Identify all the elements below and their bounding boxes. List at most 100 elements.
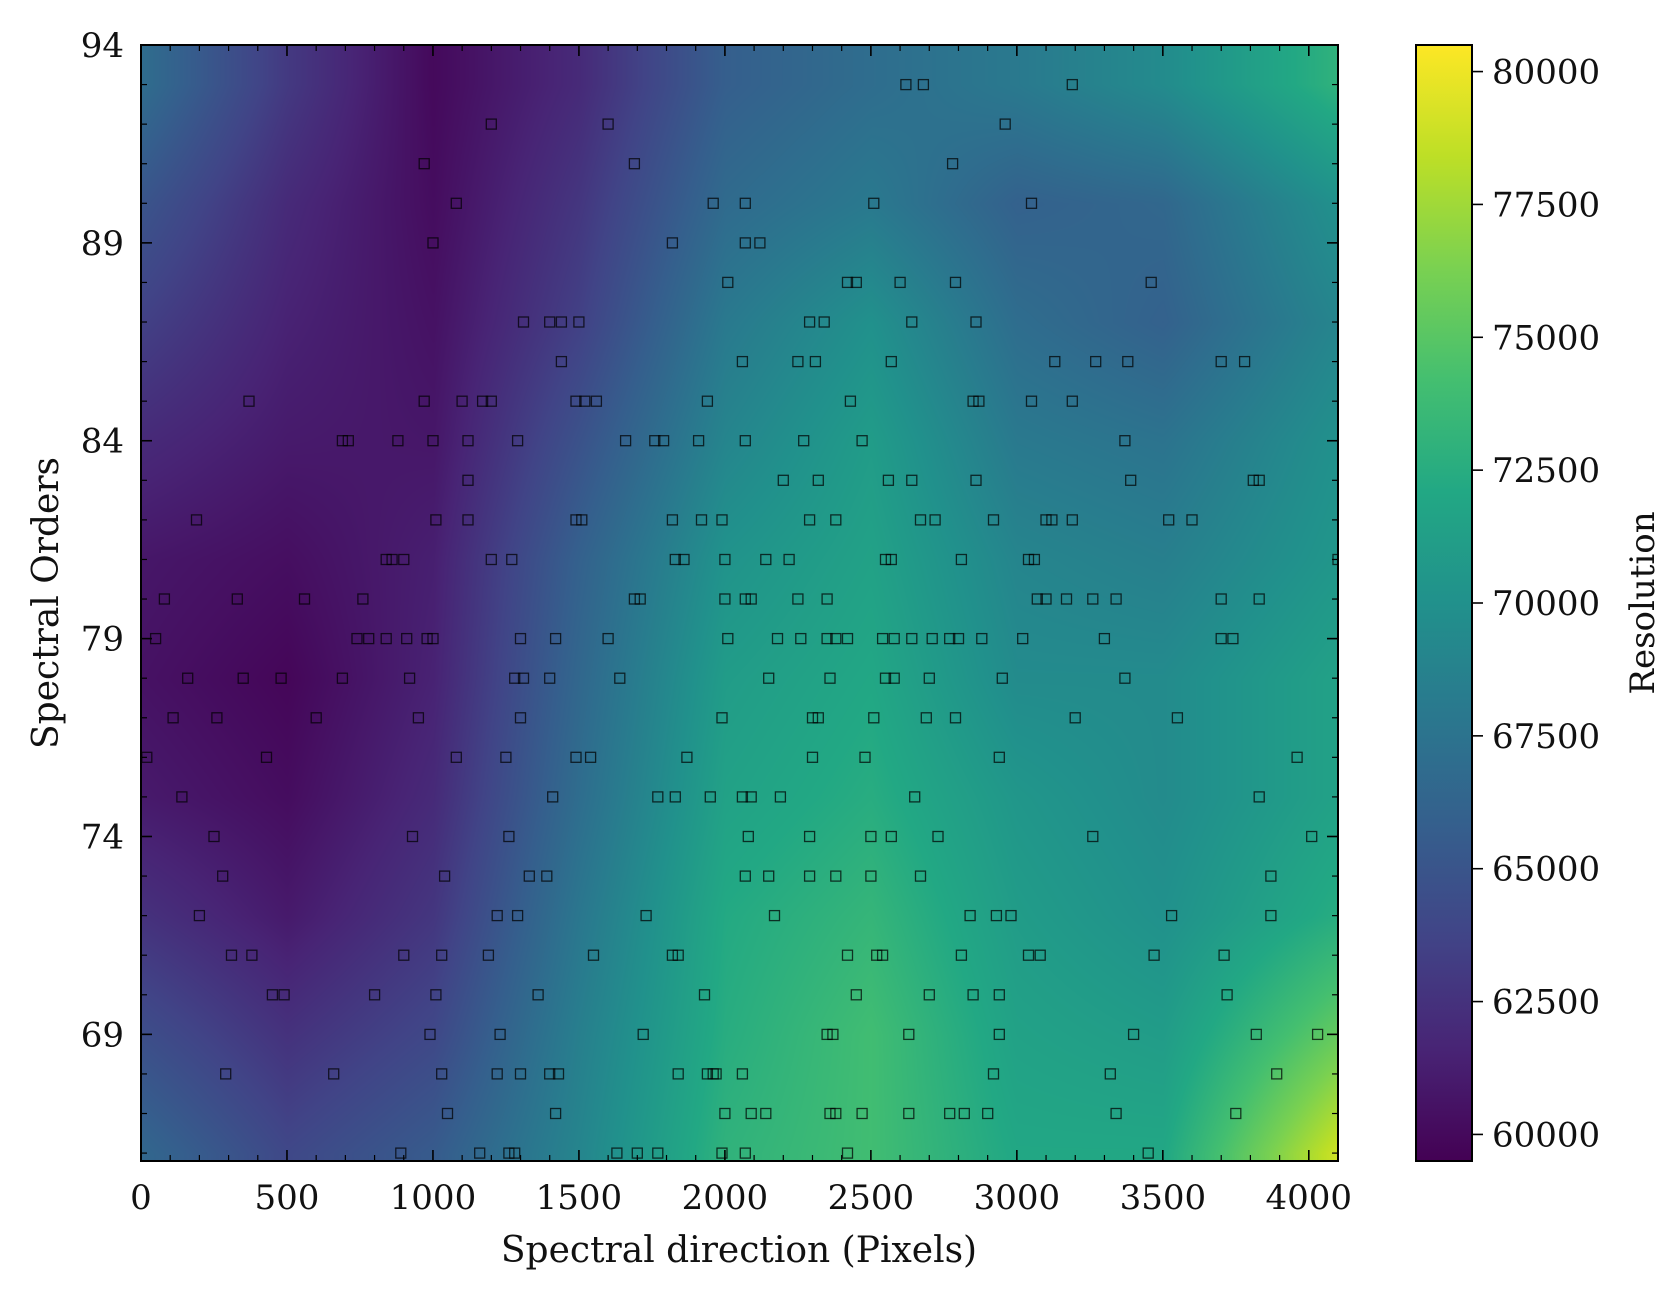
marker-square — [555, 316, 568, 328]
marker-square — [803, 316, 816, 328]
marker-square — [628, 593, 641, 605]
marker-square — [363, 632, 375, 645]
marker-square — [182, 672, 194, 684]
marker-square — [462, 514, 474, 526]
marker-square — [1025, 395, 1038, 407]
markers-layer — [141, 78, 1338, 1159]
marker-square — [742, 830, 754, 843]
marker-square — [611, 1147, 623, 1159]
marker-square — [576, 514, 588, 526]
marker-square — [494, 1028, 506, 1041]
marker-square — [231, 593, 243, 605]
marker-square — [1291, 751, 1303, 763]
marker-square — [952, 632, 965, 645]
marker-square — [827, 1028, 839, 1041]
marker-square — [722, 276, 734, 289]
colorbar-tick-label: 65000 — [1492, 850, 1600, 890]
marker-square — [491, 1068, 503, 1080]
marker-square — [436, 1068, 448, 1080]
marker-square — [803, 870, 816, 882]
marker-square — [1148, 949, 1160, 961]
marker-square — [476, 395, 489, 407]
marker-square — [993, 989, 1005, 1001]
marker-square — [649, 435, 661, 447]
x-tick-label: 1000 — [390, 1178, 477, 1218]
marker-square — [672, 949, 684, 961]
marker-square — [841, 949, 854, 961]
marker-square — [987, 1068, 1000, 1080]
marker-square — [1122, 355, 1134, 368]
marker-square — [336, 435, 349, 447]
marker-square — [1171, 712, 1184, 724]
marker-square — [412, 712, 425, 724]
marker-square — [672, 1068, 684, 1080]
marker-square — [450, 197, 462, 209]
marker-square — [946, 158, 959, 170]
marker-square — [856, 435, 868, 447]
marker-square — [1087, 593, 1099, 605]
marker-square — [871, 949, 883, 961]
marker-square — [602, 632, 614, 645]
marker-square — [909, 791, 921, 803]
marker-square — [949, 276, 962, 289]
marker-square — [517, 672, 530, 684]
marker-square — [739, 870, 751, 882]
marker-square — [806, 712, 819, 724]
marker-square — [803, 514, 816, 526]
marker-square — [398, 949, 410, 961]
marker-square — [336, 672, 349, 684]
marker-square — [745, 1107, 757, 1120]
colorbar-tick-label: 80000 — [1492, 53, 1600, 93]
marker-square — [1163, 514, 1175, 526]
marker-square — [859, 751, 871, 763]
marker-square — [993, 751, 1005, 763]
marker-square — [967, 989, 979, 1001]
marker-square — [1060, 593, 1073, 605]
marker-square — [1090, 355, 1102, 368]
marker-square — [821, 593, 833, 605]
marker-square — [999, 118, 1011, 130]
marker-square — [876, 949, 889, 961]
marker-square — [1005, 909, 1017, 922]
marker-square — [669, 791, 681, 803]
marker-square — [424, 1028, 436, 1041]
marker-square — [517, 316, 530, 328]
colorbar-tick-label: 75000 — [1492, 318, 1600, 358]
marker-square — [716, 1147, 728, 1159]
marker-square — [745, 791, 757, 803]
marker-square — [1265, 909, 1277, 922]
marker-square — [1142, 1147, 1154, 1159]
marker-square — [1311, 1028, 1324, 1041]
marker-square — [944, 1107, 956, 1120]
marker-square — [774, 791, 787, 803]
marker-square — [739, 593, 751, 605]
marker-square — [736, 791, 749, 803]
marker-square — [579, 395, 591, 407]
marker-square — [716, 514, 728, 526]
marker-square — [923, 672, 935, 684]
marker-square — [926, 632, 938, 645]
marker-square — [441, 1107, 454, 1120]
marker-square — [1165, 909, 1178, 922]
marker-square — [430, 514, 442, 526]
colorbar: 60000 62500 65000 67500 70000 72500 75000 77500… — [1415, 44, 1663, 1162]
marker-square — [841, 1147, 854, 1159]
marker-square — [768, 909, 781, 922]
marker-square — [850, 276, 862, 289]
marker-square — [652, 1147, 664, 1159]
marker-square — [509, 672, 521, 684]
marker-square — [830, 632, 842, 645]
marker-square — [917, 78, 930, 91]
marker-square — [1066, 78, 1078, 91]
marker-square — [760, 553, 772, 566]
marker-square — [1265, 870, 1277, 882]
marker-square — [879, 553, 892, 566]
marker-square — [637, 1028, 649, 1041]
marker-square — [485, 553, 497, 566]
marker-square — [841, 276, 854, 289]
marker-square — [1098, 632, 1111, 645]
marker-square — [602, 118, 614, 130]
marker-square — [1046, 514, 1058, 526]
marker-square — [701, 1068, 714, 1080]
